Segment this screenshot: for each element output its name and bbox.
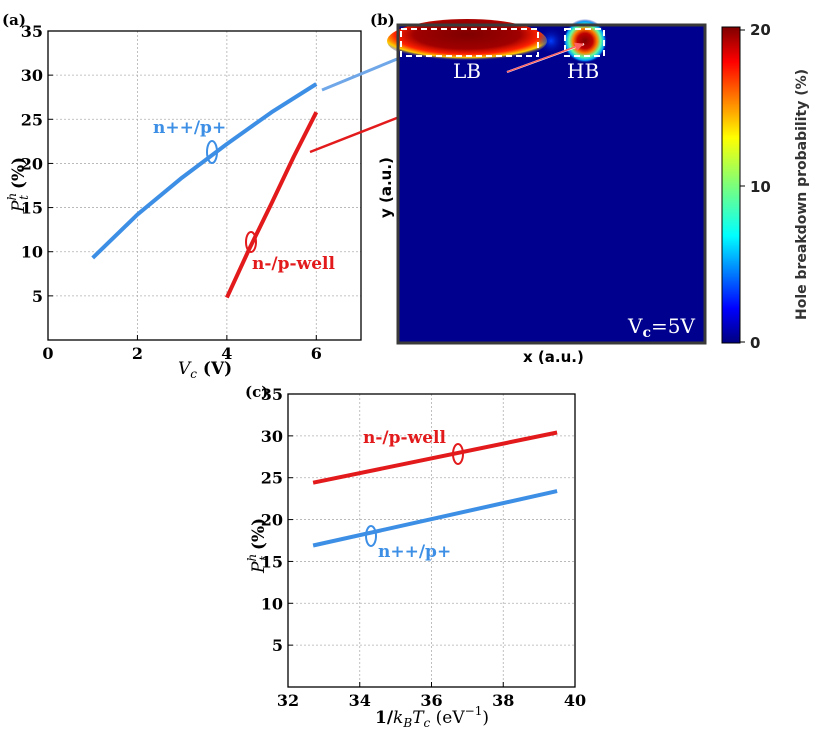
heatmap-frame	[396, 23, 707, 345]
y-tick-label: 5	[32, 287, 43, 306]
arrow-to-hb-head	[506, 42, 584, 73]
panel-a-grid	[48, 31, 361, 340]
panel-a: (a) 0 2 4 6 5 10 15 20 25 30 35 Pht (%) Vc (V) n++…	[2, 11, 362, 381]
panel-c-series	[312, 430, 558, 548]
y-tick-label: 10	[261, 594, 283, 613]
x-tick-label: 0	[42, 344, 53, 363]
panel-a-label: (a)	[2, 11, 26, 29]
y-tick-label: 15	[21, 199, 43, 218]
colorbar-label-10: 10	[750, 178, 771, 196]
panel-a-series	[91, 82, 319, 299]
hb-label: HB	[567, 59, 599, 83]
y-tick-label: 35	[261, 385, 283, 404]
panel-b: (b) LB HB Vc=5V x (a.u.) y (a.u.) 20 10 …	[370, 11, 810, 366]
hb-region-box	[564, 28, 605, 57]
heatmap-gap	[537, 27, 565, 55]
lb-region-box	[400, 28, 539, 57]
panel-a-ticks: 0 2 4 6 5 10 15 20 25 30 35	[21, 22, 322, 363]
panel-c-red-label: n-/p-well	[363, 428, 446, 448]
panel-b-label: (b)	[370, 11, 395, 29]
colorbar-label-0: 0	[750, 334, 760, 352]
colorbar-label-20: 20	[750, 21, 771, 39]
y-tick-label: 15	[261, 552, 283, 571]
panel-a-xlabel: Vc (V)	[178, 359, 232, 381]
x-tick-label: 38	[492, 691, 514, 710]
panel-c-ylabel: Pht (%)	[245, 518, 271, 574]
panel-a-red-marker-ellipse	[245, 231, 257, 253]
y-tick-label: 20	[21, 154, 43, 173]
panel-b-xlabel: x (a.u.)	[523, 348, 584, 366]
y-tick-label: 35	[21, 22, 43, 41]
panel-c-blue-marker-ellipse	[365, 525, 377, 547]
x-tick-label: 34	[349, 691, 371, 710]
heatmap-background	[398, 25, 705, 343]
panel-c-red-marker-ellipse	[452, 443, 464, 465]
x-tick-label: 4	[221, 344, 232, 363]
x-tick-label: 2	[132, 344, 143, 363]
panel-c-xlabel: 1/kBTc (eV−1)	[375, 704, 489, 730]
vc-label: Vc=5V	[627, 314, 695, 341]
panel-c: (c) 32 34 36 38 40 5 10 15 20 25 30 35 Pht (%) 1/kB…	[245, 383, 586, 730]
panel-c-blue-label: n++/p+	[378, 542, 451, 562]
x-tick-label: 40	[564, 691, 586, 710]
panel-a-frame	[47, 30, 362, 341]
y-tick-label: 30	[21, 66, 43, 85]
y-tick-label: 25	[261, 469, 283, 488]
y-tick-label: 25	[21, 110, 43, 129]
series-line-n-p-	[312, 489, 558, 548]
panel-b-ylabel: y (a.u.)	[377, 157, 395, 218]
colorbar-title: Hole breakdown probability (%)	[794, 69, 810, 320]
panel-c-ticks: 32 34 36 38 40 5 10 15 20 25 30 35	[261, 385, 586, 710]
panel-a-blue-label: n++/p+	[153, 118, 226, 138]
x-tick-label: 32	[277, 691, 299, 710]
lb-label: LB	[453, 59, 481, 83]
y-tick-label: 10	[21, 243, 43, 262]
panel-a-blue-marker-ellipse	[206, 140, 218, 164]
panel-c-label: (c)	[245, 383, 268, 401]
colorbar	[721, 26, 741, 344]
x-tick-label: 6	[311, 344, 322, 363]
series-line-n-p-well	[225, 111, 319, 299]
y-tick-label: 5	[272, 636, 283, 655]
series-line-n-p-	[91, 82, 318, 260]
x-tick-label: 36	[420, 691, 442, 710]
panel-a-ylabel: Pht (%)	[5, 157, 31, 213]
y-tick-label: 20	[261, 511, 283, 530]
y-tick-label: 30	[261, 427, 283, 446]
series-line-n-p-well	[312, 430, 558, 485]
panel-a-red-label: n-/p-well	[252, 254, 335, 274]
